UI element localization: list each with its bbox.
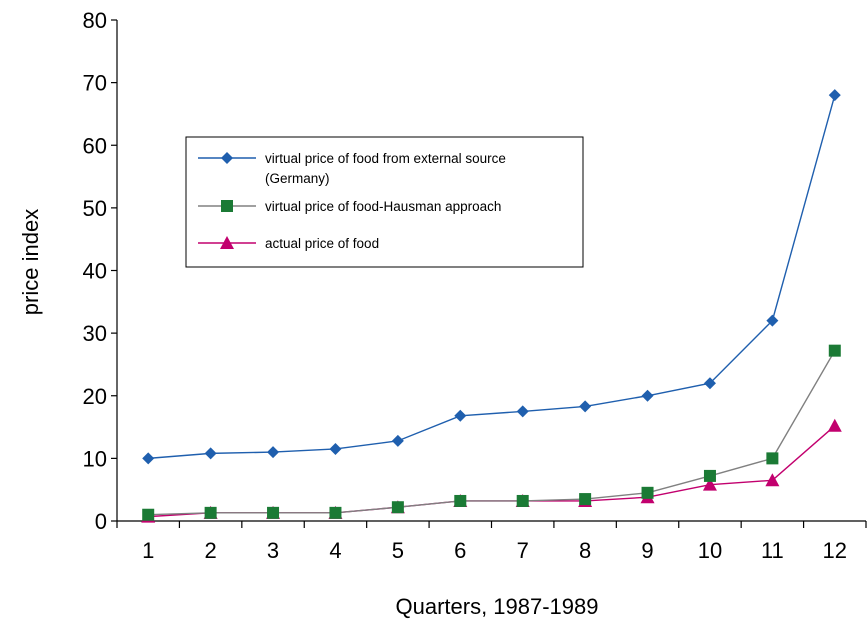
data-point [391, 434, 404, 447]
y-tick-label: 80 [83, 8, 107, 33]
x-ticks: 1 2 3 4 5 6 7 8 9 10 11 12 [116, 521, 867, 563]
data-point [827, 418, 842, 432]
data-point [828, 344, 841, 357]
y-tick-label: 70 [83, 71, 107, 96]
legend-label: virtual price of food-Hausman approach [265, 199, 501, 214]
data-point [641, 389, 654, 402]
data-point [204, 447, 217, 460]
legend-item-3: actual price of food [198, 236, 379, 251]
y-tick-label: 60 [83, 133, 107, 158]
x-tick-label: 8 [579, 538, 591, 563]
legend-label: virtual price of food from external sour… [265, 151, 506, 166]
x-tick-label: 11 [761, 538, 784, 563]
legend-item-2: virtual price of food-Hausman approach [198, 199, 501, 214]
x-axis: 1 2 3 4 5 6 7 8 9 10 11 12 [116, 520, 867, 563]
legend-item-1: virtual price of food from external sour… [198, 151, 506, 186]
x-tick-label: 3 [267, 538, 279, 563]
data-point [765, 473, 780, 487]
data-point [329, 442, 342, 455]
data-point [828, 89, 841, 102]
data-point [579, 493, 592, 506]
y-tick-label: 40 [83, 259, 107, 284]
data-point [391, 501, 404, 514]
series-1 [142, 89, 841, 465]
data-point [766, 314, 779, 327]
y-tick-label: 20 [83, 384, 107, 409]
y-tick-label: 30 [83, 321, 107, 346]
legend-marker [221, 200, 233, 212]
data-point [329, 506, 342, 519]
y-tick-label: 50 [83, 196, 107, 221]
data-point [204, 506, 217, 519]
x-axis-title: Quarters, 1987-1989 [395, 594, 598, 619]
data-point [142, 452, 155, 465]
x-tick-label: 9 [641, 538, 653, 563]
series-line [148, 94, 836, 460]
series-line [148, 425, 836, 518]
data-point [267, 446, 280, 459]
data-point [702, 477, 717, 491]
data-point [516, 494, 529, 507]
y-tick-label: 0 [95, 509, 107, 534]
x-tick-label: 6 [454, 538, 466, 563]
legend-marker [221, 152, 233, 164]
y-axis: 0 10 20 30 40 50 60 70 80 [83, 8, 118, 534]
data-point [516, 405, 529, 418]
y-ticks: 0 10 20 30 40 50 60 70 80 [83, 8, 117, 534]
y-axis-title: price index [18, 209, 43, 315]
legend-label: actual price of food [265, 236, 379, 251]
legend: virtual price of food from external sour… [185, 136, 584, 268]
data-point [703, 377, 716, 390]
data-point [454, 494, 467, 507]
series-3 [141, 418, 842, 523]
data-point [766, 452, 779, 465]
data-point [641, 486, 654, 499]
x-tick-label: 5 [392, 538, 404, 563]
x-tick-label: 10 [698, 538, 722, 563]
x-tick-label: 4 [329, 538, 341, 563]
data-point [579, 400, 592, 413]
y-tick-label: 10 [83, 446, 107, 471]
legend-marker [220, 236, 234, 249]
series-layer [141, 89, 842, 523]
x-tick-label: 2 [205, 538, 217, 563]
x-tick-label: 12 [823, 538, 847, 563]
data-point [703, 469, 716, 482]
data-point [454, 409, 467, 422]
x-tick-label: 7 [517, 538, 529, 563]
data-point [142, 508, 155, 521]
legend-label: (Germany) [265, 171, 330, 186]
data-point [267, 506, 280, 519]
series-2 [142, 344, 841, 521]
x-tick-label: 1 [142, 538, 154, 563]
series-line [148, 350, 836, 516]
